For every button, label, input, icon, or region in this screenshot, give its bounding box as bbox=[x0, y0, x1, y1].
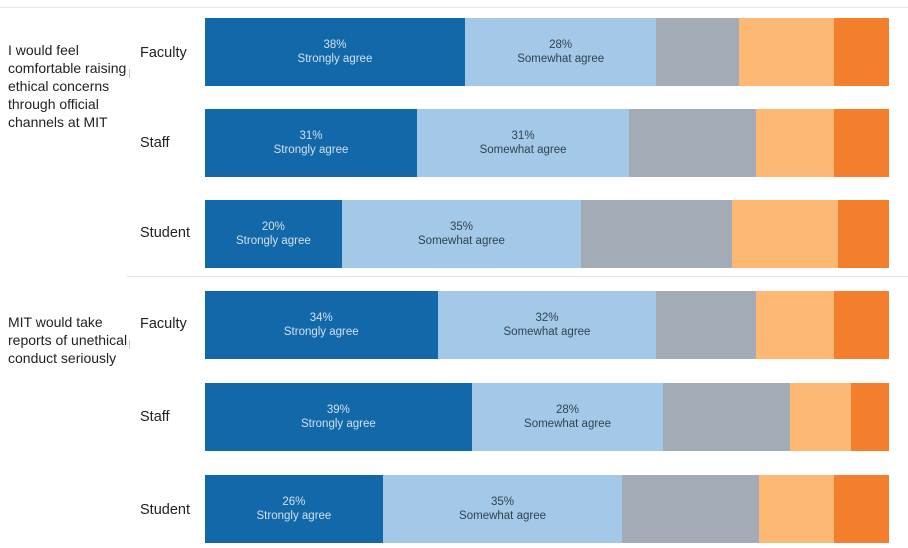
bar-segment-neutral bbox=[663, 383, 790, 451]
bar-segment-strongly-disagree bbox=[837, 200, 889, 268]
data-label-category: Somewhat agree bbox=[517, 53, 605, 65]
data-label-category: Somewhat agree bbox=[418, 235, 505, 247]
bar-segment-strongly-disagree bbox=[834, 18, 889, 86]
question-divider bbox=[127, 276, 908, 277]
data-label-category: Strongly agree bbox=[236, 235, 311, 247]
bar-segment-somewhat-agree: 31% Somewhat agree bbox=[417, 109, 630, 177]
data-label-pct: 35% bbox=[491, 496, 515, 508]
question-label-2: MIT would take reports of unethical cond… bbox=[8, 314, 128, 366]
bar-segment-neutral bbox=[622, 475, 760, 543]
group-label-staff: Staff bbox=[140, 409, 170, 425]
group-label-faculty: Faculty bbox=[140, 316, 187, 332]
bar-segment-somewhat-disagree bbox=[759, 475, 835, 543]
group-label-staff: Staff bbox=[140, 135, 170, 151]
group-label-faculty: Faculty bbox=[140, 45, 187, 61]
bar-segment-strongly-disagree bbox=[834, 475, 889, 543]
data-label-category: Strongly agree bbox=[256, 510, 332, 522]
bar-segment-neutral bbox=[581, 200, 732, 268]
data-label-category: Somewhat agree bbox=[479, 144, 567, 156]
bar-segment-somewhat-agree: 35% Somewhat agree bbox=[341, 200, 582, 268]
data-label-pct: 32% bbox=[535, 312, 559, 324]
data-label-pct: 34% bbox=[309, 312, 333, 324]
bar-segment-somewhat-disagree bbox=[755, 109, 835, 177]
data-label-pct: 26% bbox=[282, 496, 306, 508]
top-rule bbox=[0, 7, 908, 8]
bar-segment-neutral bbox=[656, 18, 739, 86]
bar-segment-somewhat-agree: 28% Somewhat agree bbox=[471, 383, 664, 451]
bar-segment-strongly-disagree bbox=[834, 109, 889, 177]
data-label-category: Strongly agree bbox=[300, 418, 376, 430]
group-label-student: Student bbox=[140, 502, 190, 518]
bar-segment-somewhat-disagree bbox=[738, 18, 835, 86]
bar-row: 39% Strongly agree 28% Somewhat agree bbox=[205, 383, 889, 451]
bar-segment-strongly-agree: 34% Strongly agree bbox=[205, 291, 438, 359]
bar-segment-strongly-agree: 38% Strongly agree bbox=[205, 18, 465, 86]
bar-segment-neutral bbox=[656, 291, 756, 359]
data-label-pct: 20% bbox=[261, 221, 285, 233]
bar-row: 31% Strongly agree 31% Somewhat agree bbox=[205, 109, 889, 177]
question-label-1: I would feel comfortable raising ethical… bbox=[8, 42, 127, 130]
bar-segment-somewhat-disagree bbox=[731, 200, 838, 268]
data-label-pct: 35% bbox=[449, 221, 473, 233]
bar-segment-strongly-agree: 31% Strongly agree bbox=[205, 109, 418, 177]
bar-segment-somewhat-disagree bbox=[789, 383, 852, 451]
data-label-pct: 38% bbox=[323, 39, 347, 51]
data-label-category: Strongly agree bbox=[297, 53, 373, 65]
bar-segment-somewhat-disagree bbox=[755, 291, 835, 359]
data-label-category: Somewhat agree bbox=[459, 510, 546, 522]
data-label-pct: 31% bbox=[511, 130, 535, 142]
bar-segment-somewhat-agree: 28% Somewhat agree bbox=[464, 18, 657, 86]
bar-segment-neutral bbox=[629, 109, 756, 177]
bar-segment-strongly-agree: 39% Strongly agree bbox=[205, 383, 472, 451]
bar-segment-strongly-disagree bbox=[851, 383, 889, 451]
data-label-category: Somewhat agree bbox=[503, 326, 591, 338]
data-label-pct: 39% bbox=[326, 404, 350, 416]
bar-segment-strongly-agree: 26% Strongly agree bbox=[205, 475, 383, 543]
bar-row: 20% Strongly agree 35% Somewhat agree bbox=[205, 200, 889, 268]
bar-segment-strongly-agree: 20% Strongly agree bbox=[205, 200, 342, 268]
bar-segment-somewhat-agree: 35% Somewhat agree bbox=[382, 475, 623, 543]
data-label-category: Strongly agree bbox=[273, 144, 349, 156]
data-label-pct: 28% bbox=[555, 404, 580, 416]
bar-row: 34% Strongly agree 32% Somewhat agree bbox=[205, 291, 889, 359]
bar-row: 26% Strongly agree 35% Somewhat agree bbox=[205, 475, 889, 543]
bar-segment-somewhat-agree: 32% Somewhat agree bbox=[437, 291, 657, 359]
data-label-category: Strongly agree bbox=[283, 326, 359, 338]
group-label-student: Student bbox=[140, 225, 190, 241]
data-label-category: Somewhat agree bbox=[524, 418, 611, 430]
bar-row: 38% Strongly agree 28% Somewhat agree bbox=[205, 18, 889, 86]
bar-segment-strongly-disagree bbox=[834, 291, 889, 359]
data-label-pct: 28% bbox=[549, 39, 573, 51]
axis-tick bbox=[129, 340, 130, 349]
axis-tick bbox=[129, 69, 130, 78]
data-label-pct: 31% bbox=[299, 130, 323, 142]
